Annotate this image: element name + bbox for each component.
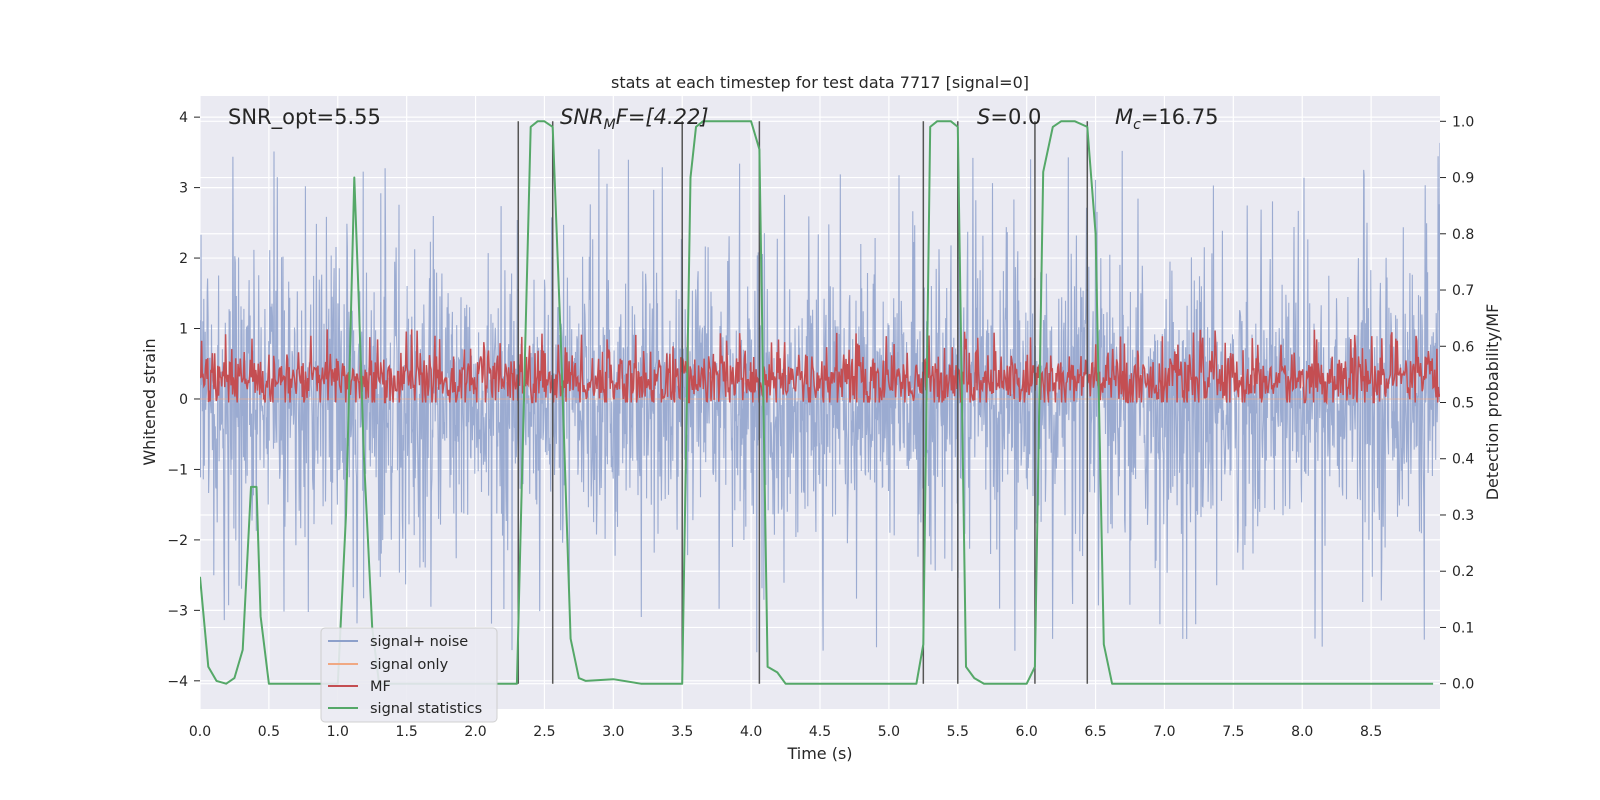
legend-label-signal-only: signal only [370, 657, 449, 673]
x-tick-label: 2.5 [533, 724, 555, 740]
x-tick-label: 8.5 [1360, 724, 1382, 740]
x-tick-label: 7.5 [1222, 724, 1244, 740]
y-left-tick-label: −1 [167, 462, 188, 478]
annotation-snr-mf: SNRMF=[4.22] [560, 105, 709, 133]
series-line-signal-noise [200, 142, 1440, 653]
y-right-tick-label: 0.6 [1452, 339, 1474, 355]
y-left-tick-label: 1 [179, 322, 188, 338]
legend-label-mf: MF [370, 679, 391, 695]
y-right-tick-label: 0.9 [1452, 171, 1474, 187]
x-tick-label: 3.0 [602, 724, 624, 740]
y-left-axis-label: Whitened strain [140, 338, 159, 465]
x-tick-label: 8.0 [1291, 724, 1313, 740]
x-tick-label: 7.0 [1153, 724, 1175, 740]
annotation-snr-opt: SNR_opt=5.55 [228, 105, 381, 130]
x-tick-label: 5.0 [878, 724, 900, 740]
x-tick-label: 0.5 [258, 724, 280, 740]
x-tick-label: 1.5 [396, 724, 418, 740]
y-left-tick-label: 0 [179, 392, 188, 408]
y-left-tick-labels: 4 3 2 1 0 −1 −2 −3 −4 [167, 110, 200, 690]
x-tick-label: 0.0 [189, 724, 211, 740]
y-right-tick-label: 0.2 [1452, 564, 1474, 580]
y-left-tick-label: 2 [179, 251, 188, 267]
legend: signal+ noise signal only MF signal stat… [320, 627, 498, 723]
x-tick-label: 3.5 [671, 724, 693, 740]
chart-title: stats at each timestep for test data 771… [611, 73, 1029, 92]
y-left-tick-label: −3 [167, 603, 188, 619]
y-left-tick-label: 4 [179, 110, 188, 126]
x-tick-label: 6.0 [1016, 724, 1038, 740]
y-right-tick-label: 0.8 [1452, 227, 1474, 243]
x-tick-label: 6.5 [1084, 724, 1106, 740]
legend-box [320, 627, 498, 723]
y-right-tick-label: 0.3 [1452, 508, 1474, 524]
x-tick-label: 5.5 [947, 724, 969, 740]
y-right-tick-label: 0.4 [1452, 452, 1474, 468]
series-line-mf [200, 329, 1440, 406]
y-left-tick-label: −2 [167, 533, 188, 549]
y-right-tick-label: 0.0 [1452, 677, 1474, 693]
series-mf [200, 329, 1440, 406]
annotation-mc-value: Mc=16.75 [1115, 105, 1219, 133]
legend-label-signal-statistics: signal statistics [370, 701, 482, 717]
y-right-tick-label: 0.1 [1452, 620, 1474, 636]
x-tick-label: 2.0 [464, 724, 486, 740]
y-right-axis-label: Detection probability/MF [1483, 304, 1502, 501]
y-right-tick-labels: 1.0 0.9 0.8 0.7 0.6 0.5 0.4 0.3 0.2 0.1 0.0 [1440, 114, 1474, 693]
y-right-tick-label: 0.7 [1452, 283, 1474, 299]
x-tick-label: 4.0 [740, 724, 762, 740]
annotation-s-value: S=0.0 [977, 105, 1041, 129]
x-tick-label: 4.5 [809, 724, 831, 740]
y-left-tick-label: 3 [179, 181, 188, 197]
y-right-tick-label: 1.0 [1452, 114, 1474, 130]
legend-label-signal-noise: signal+ noise [370, 634, 468, 650]
y-right-tick-label: 0.5 [1452, 396, 1474, 412]
x-tick-labels: 0.0 0.5 1.0 1.5 2.0 2.5 3.0 3.5 4.0 4.5 5.0 5.5 6.0 6… [189, 724, 1382, 740]
x-tick-label: 1.0 [327, 724, 349, 740]
series-signal-noise [200, 142, 1440, 653]
y-left-tick-label: −4 [167, 674, 188, 690]
x-axis-label: Time (s) [786, 744, 852, 763]
